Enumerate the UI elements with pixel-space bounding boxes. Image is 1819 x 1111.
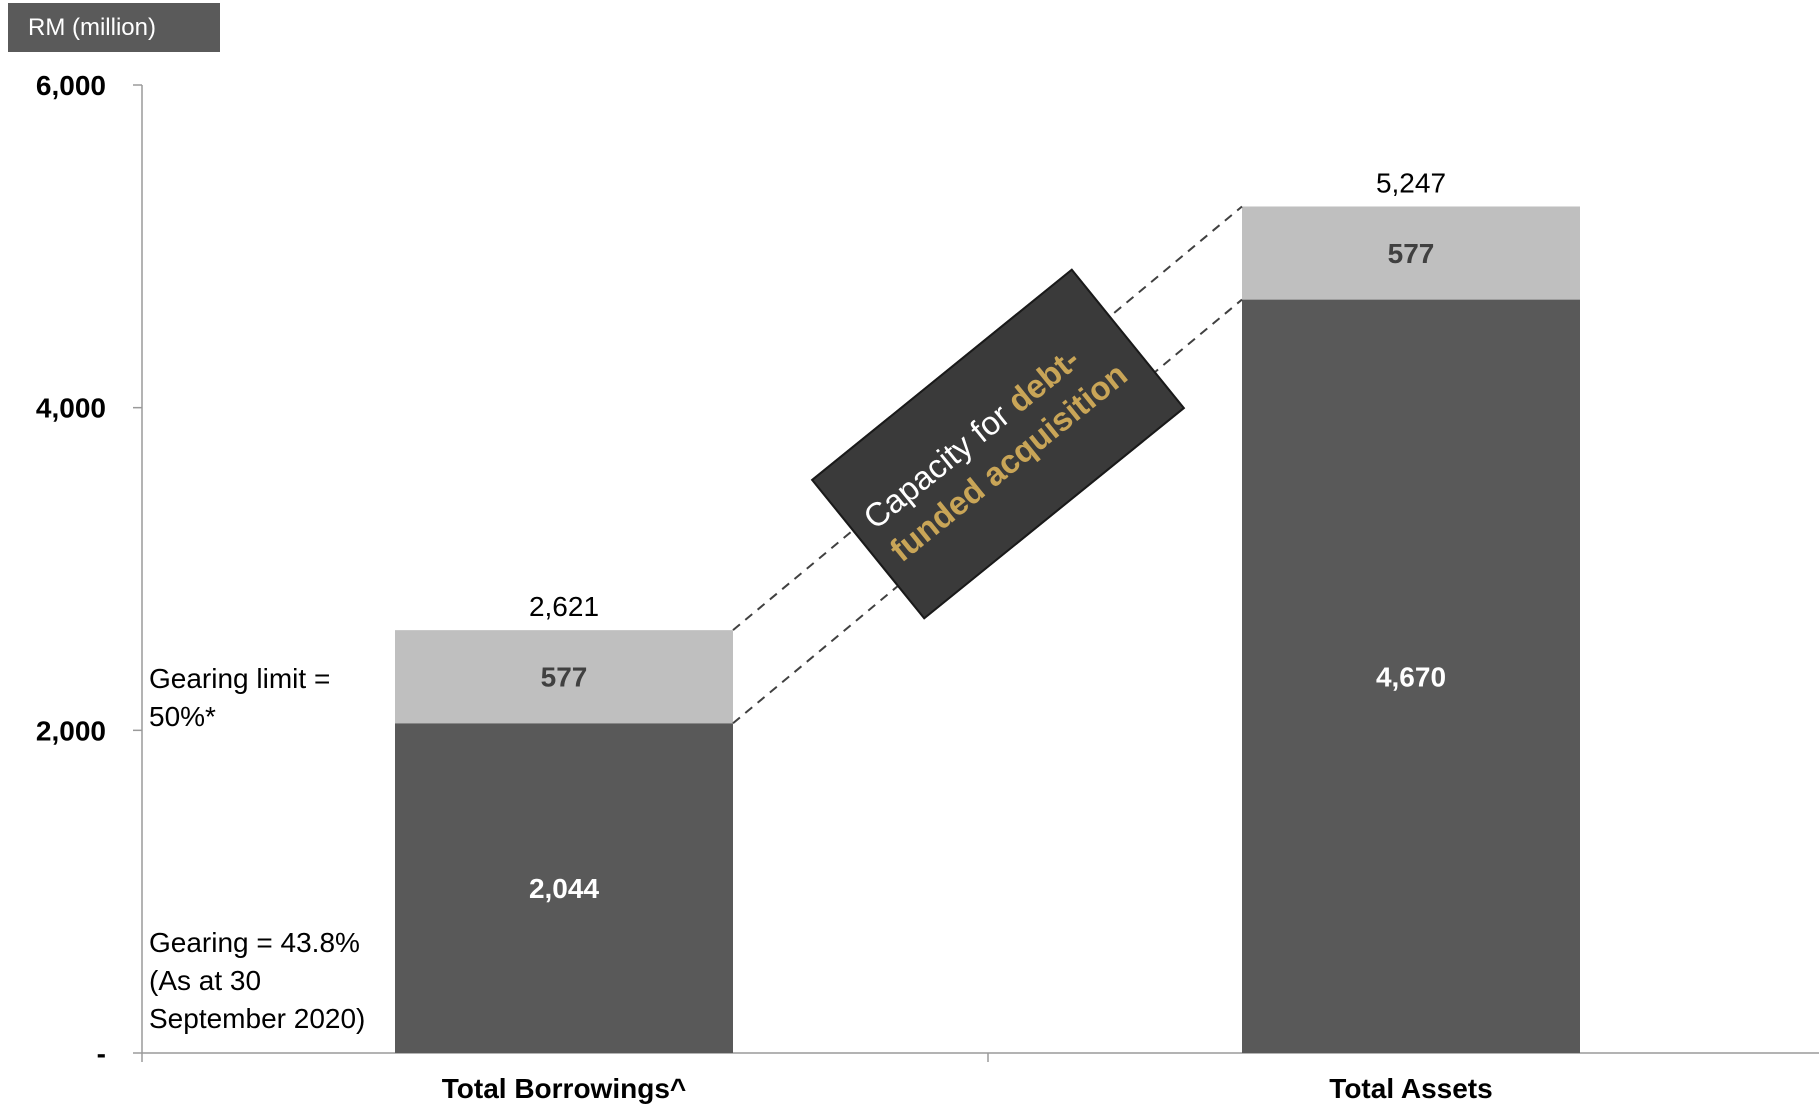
bar-base-segment [1242, 299, 1580, 1053]
bar-segment-label: 577 [541, 662, 588, 693]
connector-line-bottom [732, 298, 1243, 725]
bar-base-segment [395, 723, 733, 1053]
category-label: Total Assets [1329, 1073, 1492, 1104]
bar-segment-label: 577 [1388, 238, 1435, 269]
connector-line-top [732, 205, 1243, 631]
bar-total-label: 5,247 [1376, 167, 1446, 198]
category-label: Total Borrowings^ [442, 1073, 687, 1104]
gearing-limit-note: Gearing limit = 50%* [149, 663, 331, 732]
bar-top-segment [1242, 206, 1580, 300]
bar-total-label: 2,621 [529, 591, 599, 622]
y-tick-label: 2,000 [36, 715, 106, 746]
bar-top-segment [395, 630, 733, 724]
y-tick-label: - [97, 1038, 106, 1069]
bar-segment-label: 4,670 [1376, 661, 1446, 692]
y-tick-label: 4,000 [36, 393, 106, 424]
unit-label: RM (million) [8, 3, 220, 52]
gearing-current-note: Gearing = 43.8% (As at 30 September 2020… [149, 927, 366, 1034]
y-tick-label: 6,000 [36, 70, 106, 101]
bar-segment-label: 2,044 [529, 873, 599, 904]
